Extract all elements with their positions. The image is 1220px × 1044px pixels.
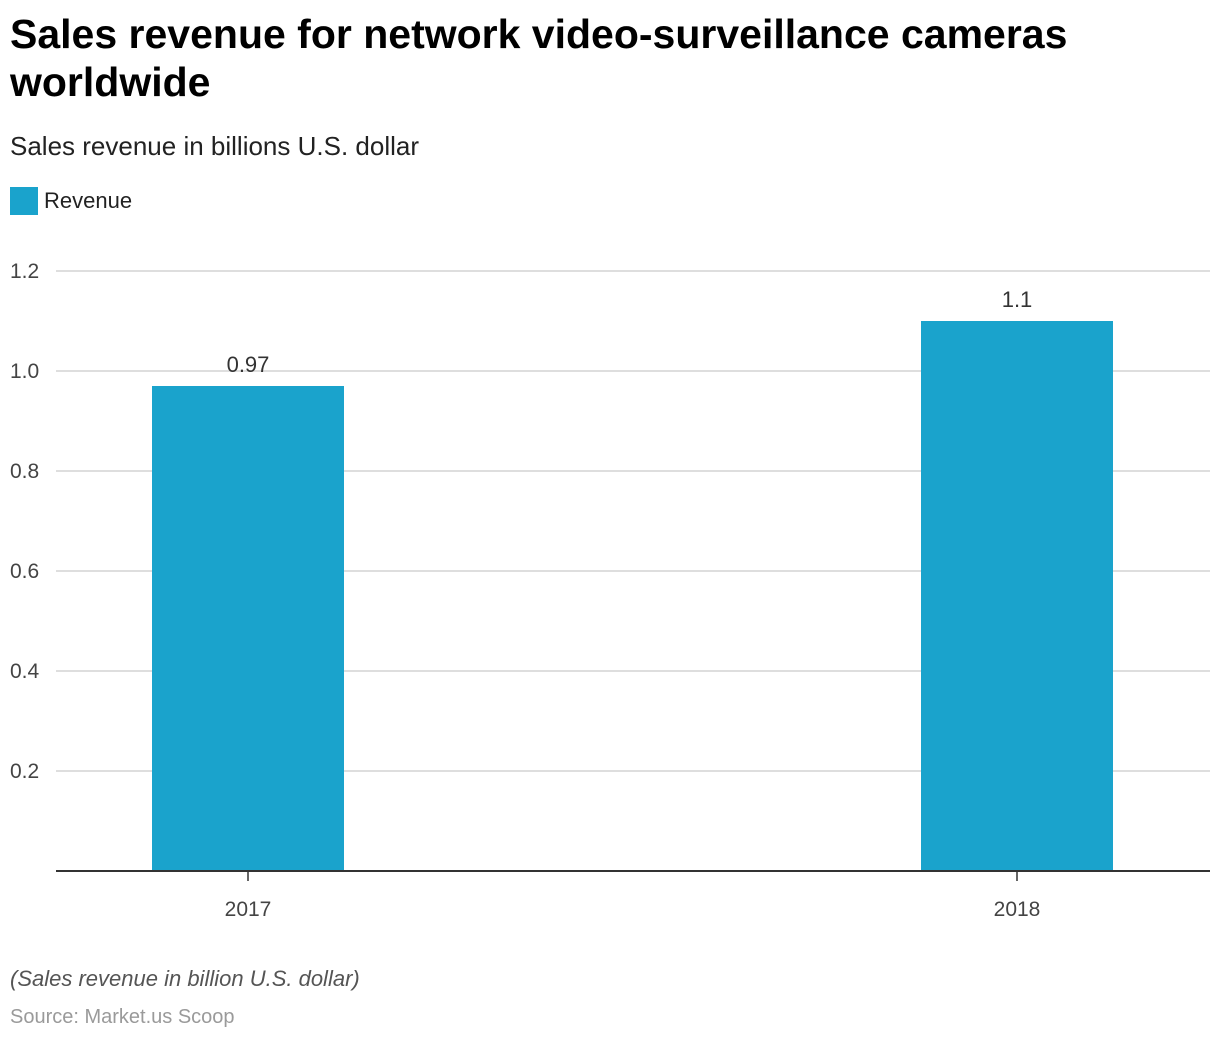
x-tick-label-2018: 2018 <box>994 898 1041 921</box>
x-tick-label-2017: 2017 <box>225 898 272 921</box>
chart-title: Sales revenue for network video-surveill… <box>10 11 1068 105</box>
chart-source: Source: Market.us Scoop <box>10 1006 235 1028</box>
bar-2017 <box>152 386 344 871</box>
y-tick-label: 0.8 <box>10 460 39 483</box>
y-tick-label: 0.4 <box>10 660 40 683</box>
y-tick-label: 1.2 <box>10 260 39 283</box>
data-label-2017: 0.97 <box>227 352 270 377</box>
y-tick-label: 1.0 <box>10 360 39 383</box>
chart-note: (Sales revenue in billion U.S. dollar) <box>10 966 360 991</box>
y-tick-label: 0.2 <box>10 760 39 783</box>
bar-2018 <box>921 321 1113 871</box>
data-label-2018: 1.1 <box>1002 287 1033 312</box>
legend-swatch-revenue <box>10 187 38 215</box>
y-tick-label: 0.6 <box>10 560 39 583</box>
chart-subtitle: Sales revenue in billions U.S. dollar <box>10 131 419 161</box>
legend: Revenue <box>10 186 132 216</box>
legend-label-revenue: Revenue <box>44 188 133 213</box>
